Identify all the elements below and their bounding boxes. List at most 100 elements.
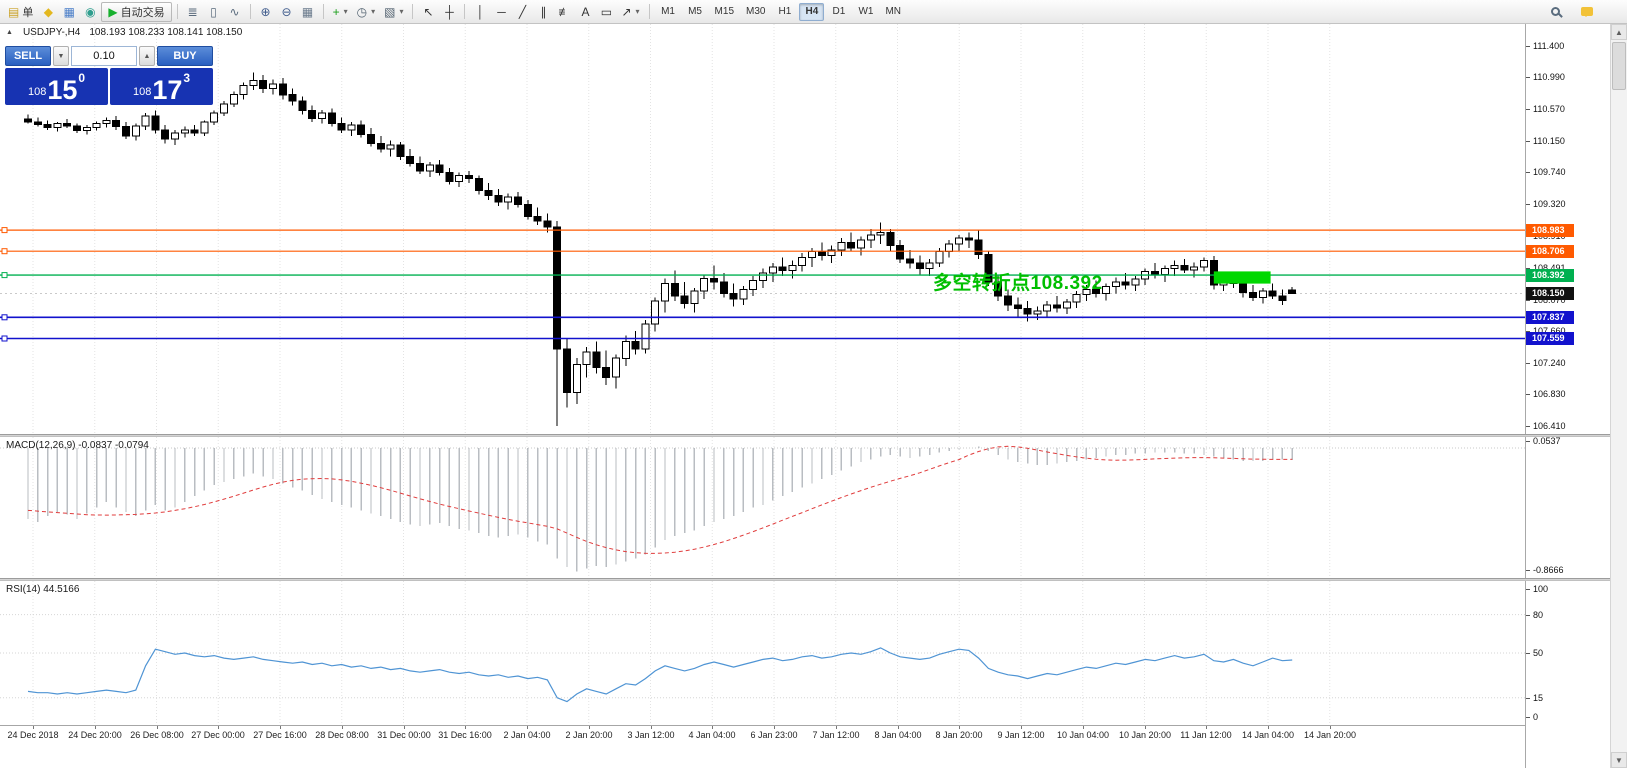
time-axis[interactable]: 24 Dec 2018 24 Dec 20:00 26 Dec 08:00 27 De… <box>0 725 1525 744</box>
price-badge: 108.983 <box>1526 224 1574 237</box>
panel-splitter[interactable] <box>0 578 1610 581</box>
time-tick-label: 28 Dec 08:00 <box>315 730 369 740</box>
sell-price-button[interactable]: 108 15 0 <box>5 68 108 105</box>
zoom-out-button[interactable]: ⊖ <box>277 2 297 22</box>
timeframe-m30-button[interactable]: M30 <box>746 6 766 17</box>
macd-panel[interactable]: MACD(12,26,9) -0.0837 -0.0794 <box>0 437 1525 578</box>
main-chart-plot[interactable] <box>0 24 1525 434</box>
templates-button[interactable]: ▧ ▾ <box>380 2 407 22</box>
crosshair-button[interactable]: ┼ <box>439 2 459 22</box>
highlight-rectangle[interactable] <box>1213 271 1271 284</box>
timeframe-m1-button[interactable]: M1 <box>661 6 675 17</box>
time-tick <box>157 726 158 729</box>
sell-button[interactable]: SELL <box>5 46 51 66</box>
chevron-down-icon: ▾ <box>399 7 404 16</box>
vertical-line-button[interactable]: │ <box>470 2 490 22</box>
toolbar-separator <box>249 4 251 19</box>
line-chart-button[interactable]: ∿ <box>225 2 245 22</box>
timeframe-m5-button[interactable]: M5 <box>688 6 702 17</box>
macd-canvas[interactable] <box>0 437 1525 578</box>
lot-size-input[interactable] <box>71 46 137 66</box>
toolbar-button-group: ▤ 单 ◆ ▦ ◉ ▶ 自动交易 ≣ ▯ ∿ ⊕ ⊖ ▦ + ▾ ◷ ▾ ▧ ▾ ↖ ┼ │ ─ ╱ ∥ ≢ A ▭ ↗ ▾ <box>4 1 654 22</box>
timeframe-w1-button[interactable]: W1 <box>858 6 874 17</box>
trendline-button[interactable]: ╱ <box>512 2 532 22</box>
time-tick-label: 4 Jan 04:00 <box>688 730 736 740</box>
toolbar-separator <box>412 4 414 19</box>
time-tick-label: 10 Jan 04:00 <box>1056 730 1110 740</box>
horizontal-line-button[interactable]: ─ <box>491 2 511 22</box>
chat-button[interactable] <box>1577 2 1597 22</box>
ohlc-values: 108.193 108.233 108.141 108.150 <box>89 27 243 38</box>
scroll-up-button[interactable]: ▲ <box>1611 24 1627 40</box>
fibonacci-button[interactable]: ≢ <box>554 2 574 22</box>
macd-histogram <box>27 446 1293 572</box>
lot-increase-button[interactable]: ▲ <box>139 46 155 66</box>
time-tick-label: 14 Jan 20:00 <box>1303 730 1357 740</box>
data-window-button[interactable]: ◉ <box>80 2 100 22</box>
price-tick-label: 107.660 <box>1533 326 1566 336</box>
toolbar-separator <box>322 4 324 19</box>
main-chart-canvas[interactable] <box>0 24 1525 434</box>
periods-button[interactable]: ◷ ▾ <box>353 2 380 22</box>
channel-button[interactable]: ∥ <box>533 2 553 22</box>
scroll-down-button[interactable]: ▼ <box>1611 752 1627 768</box>
text-button[interactable]: A <box>575 2 595 22</box>
time-tick <box>95 726 96 729</box>
arrows-icon: ↗ <box>621 4 632 19</box>
label-button[interactable]: ▭ <box>596 2 616 22</box>
search-button[interactable] <box>1545 2 1565 22</box>
timeframe-m15-button[interactable]: M15 <box>714 6 734 17</box>
axis-tick <box>1526 141 1530 142</box>
price-tick-label: 109.320 <box>1533 199 1566 209</box>
candlestick-chart-button[interactable]: ▯ <box>204 2 224 22</box>
axis-tick <box>1526 653 1530 654</box>
rsi-canvas[interactable] <box>0 581 1525 725</box>
main-chart-panel[interactable]: ▲ USDJPY-,H4 108.193 108.233 108.141 108… <box>0 24 1525 434</box>
timeframe-mn-button[interactable]: MN <box>885 6 902 17</box>
price-tick-label: 107.240 <box>1533 358 1566 368</box>
price-badge: 108.706 <box>1526 245 1574 258</box>
horizontal-level-lines[interactable] <box>0 227 1525 342</box>
rsi-plot[interactable] <box>0 581 1525 725</box>
time-tick-label: 2 Jan 20:00 <box>565 730 613 740</box>
buy-price-big: 17 <box>152 75 183 106</box>
toolbar-right-group <box>1545 2 1623 22</box>
timeframe-h4-button[interactable]: H4 <box>799 2 825 21</box>
time-tick-label: 27 Dec 00:00 <box>191 730 245 740</box>
one-click-trading-panel: SELL ▼ ▲ BUY 108 15 0 108 17 3 <box>5 46 213 105</box>
cursor-button[interactable]: ↖ <box>418 2 438 22</box>
arrows-button[interactable]: ↗ ▾ <box>617 2 643 22</box>
symbol-timeframe-label: USDJPY-,H4 <box>22 27 81 38</box>
timeframe-d1-button[interactable]: D1 <box>832 6 846 17</box>
panel-splitter[interactable] <box>0 434 1610 437</box>
axis-tick <box>1526 441 1530 442</box>
buy-button[interactable]: BUY <box>157 46 213 66</box>
bar-chart-button[interactable]: ≣ <box>183 2 203 22</box>
price-tick-label: 106.410 <box>1533 421 1566 431</box>
lot-decrease-button[interactable]: ▼ <box>53 46 69 66</box>
collapse-subwindow-icon[interactable]: ▲ <box>6 29 13 36</box>
autotrade-button[interactable]: ▶ 自动交易 <box>101 1 172 22</box>
rsi-panel[interactable]: RSI(14) 44.5166 <box>0 581 1525 725</box>
tile-windows-button[interactable]: ▦ <box>298 2 318 22</box>
time-tick <box>712 726 713 729</box>
axis-tick <box>1526 615 1530 616</box>
vertical-scrollbar[interactable]: ▲ ▼ <box>1610 24 1627 768</box>
price-axis[interactable]: 111.400 110.990 110.570 110.150 109.740 109.3… <box>1525 24 1610 768</box>
candles <box>24 72 1297 426</box>
new-order-button[interactable]: ▤ 单 <box>4 2 37 22</box>
turning-point-annotation[interactable]: 多空转折点108.392 <box>933 273 1103 294</box>
timeframe-h1-button[interactable]: H1 <box>778 6 792 17</box>
time-tick-label: 9 Jan 12:00 <box>997 730 1045 740</box>
profiles-button[interactable]: ▦ <box>59 2 79 22</box>
price-tick-label: 108.070 <box>1533 295 1566 305</box>
price-tick-label: 110.990 <box>1533 72 1565 82</box>
macd-plot[interactable] <box>0 437 1525 578</box>
new-chart-button[interactable]: ◆ <box>38 2 58 22</box>
macd-label: MACD(12,26,9) -0.0837 -0.0794 <box>6 440 149 451</box>
indicators-button[interactable]: + ▾ <box>329 2 352 22</box>
time-tick-label: 6 Jan 23:00 <box>750 730 798 740</box>
buy-price-button[interactable]: 108 17 3 <box>110 68 213 105</box>
scrollbar-thumb[interactable] <box>1612 42 1626 90</box>
zoom-in-button[interactable]: ⊕ <box>256 2 276 22</box>
